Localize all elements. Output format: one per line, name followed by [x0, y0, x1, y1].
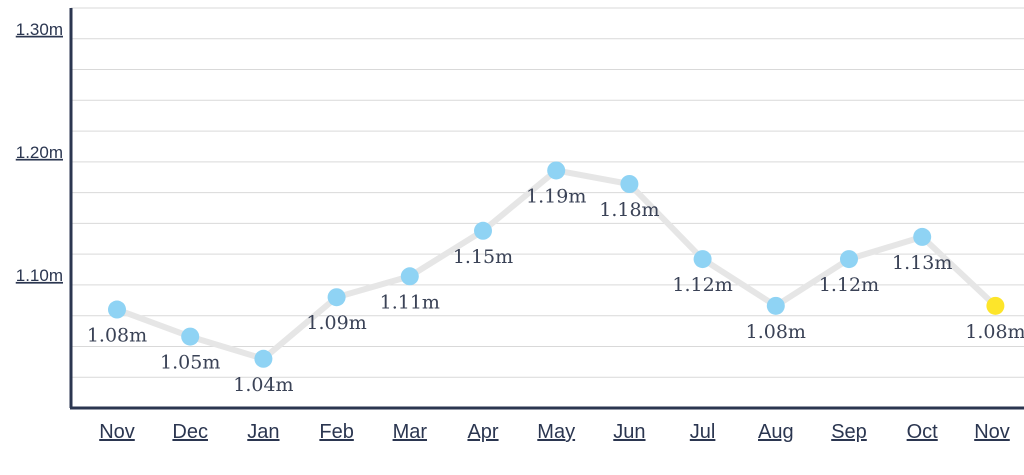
- x-tick-label: Aug: [758, 421, 794, 443]
- data-point: [400, 267, 419, 286]
- data-label: 1.08m: [87, 325, 147, 347]
- y-tick-label: 1.30m: [16, 20, 63, 39]
- x-tick-label: May: [537, 421, 575, 443]
- x-tick-label: Feb: [319, 421, 353, 443]
- x-tick-label: Sep: [831, 421, 867, 443]
- data-point: [108, 300, 126, 319]
- x-tick-label: Dec: [172, 421, 208, 443]
- data-point: [693, 250, 712, 269]
- x-tick-label: Jul: [690, 421, 716, 443]
- x-tick-label: Apr: [467, 421, 498, 443]
- data-label: 1.08m: [746, 321, 806, 343]
- x-tick-label: Nov: [974, 421, 1010, 443]
- x-axis-ticks: Nov Dec Jan Feb Mar Apr May Jun Jul Aug Sep Oct Nov: [99, 421, 1010, 443]
- x-tick-label: Mar: [393, 421, 428, 443]
- data-label: 1.11m: [380, 291, 440, 313]
- data-label: 1.12m: [819, 274, 879, 296]
- data-label: 1.18m: [599, 199, 659, 221]
- data-label: 1.05m: [160, 352, 220, 374]
- data-label: 1.12m: [672, 274, 732, 296]
- data-point: [327, 288, 346, 307]
- data-point: [254, 349, 273, 368]
- data-labels: 1.08m 1.05m 1.04m 1.09m 1.11m 1.15m 1.19m 1.18m…: [87, 185, 1024, 395]
- data-point: [474, 221, 492, 240]
- y-tick-label: 1.10m: [16, 266, 63, 285]
- gridlines: [71, 7, 1024, 378]
- data-points: [108, 161, 1005, 368]
- x-tick-label: Jun: [613, 421, 645, 443]
- x-tick-label: Oct: [907, 421, 939, 443]
- x-tick-label: Jan: [247, 421, 279, 443]
- y-tick-label: 1.20m: [16, 143, 63, 162]
- data-label: 1.04m: [233, 374, 293, 396]
- data-label: 1.15m: [453, 246, 513, 268]
- data-point: [766, 296, 785, 315]
- data-label: 1.08m: [965, 321, 1024, 343]
- y-axis-ticks: 1.10m 1.20m 1.30m: [16, 20, 63, 285]
- data-point-highlight: [986, 296, 1005, 315]
- data-point: [913, 227, 932, 246]
- data-label: 1.09m: [306, 312, 366, 334]
- data-point: [840, 250, 858, 269]
- data-point: [181, 327, 200, 346]
- x-tick-label: Nov: [99, 421, 135, 443]
- data-point: [620, 175, 639, 193]
- data-label: 1.13m: [892, 252, 952, 274]
- data-label: 1.19m: [526, 185, 586, 207]
- data-point: [547, 161, 566, 180]
